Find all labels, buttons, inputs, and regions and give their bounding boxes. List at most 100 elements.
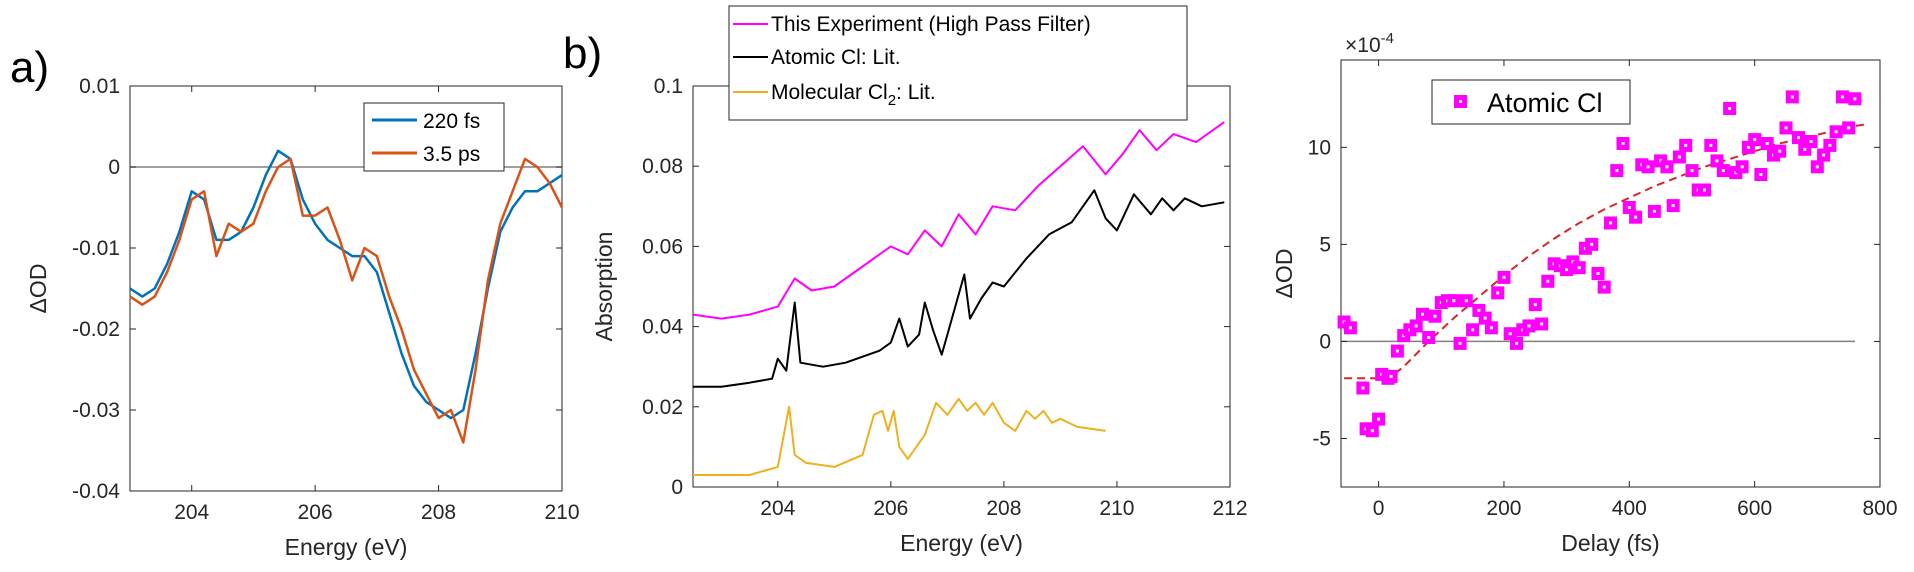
chart-c-exponent-base: ×10 [1345, 34, 1381, 57]
chart-a-series [129, 149, 564, 444]
chart-c-data-point-dot [1502, 275, 1506, 279]
chart-c-data-point-dot [1822, 153, 1826, 157]
chart-c-data-point-dot [1746, 145, 1750, 149]
chart-b-series-line-0 [692, 121, 1225, 320]
chart-c-data-point-dot [1421, 312, 1424, 316]
chart-c-data-point-dot [1684, 143, 1688, 147]
chart-a-legend-box [363, 102, 505, 172]
chart-b-legend-label-experiment: This Experiment (High Pass Filter) [771, 13, 1091, 36]
chart-b-x-tick-label: 208 [986, 497, 1021, 520]
chart-a-series-line-1 [129, 157, 564, 444]
chart-c-y-tick-label: 0 [1319, 330, 1331, 353]
chart-a-y-tick-label: -0.01 [72, 237, 120, 260]
chart-c-data-point-dot [1471, 328, 1475, 332]
chart-c-data-point-dot [1596, 272, 1600, 275]
chart-c-data-point-dot [1671, 204, 1675, 208]
chart-c-data-point-dot [1361, 386, 1365, 390]
chart-c-data-point-dot [1389, 374, 1393, 378]
chart-c-data-point-dot [1765, 142, 1769, 145]
chart-b-x-tick-label: 212 [1212, 497, 1247, 520]
chart-c-data-point-dot [1740, 165, 1744, 169]
chart-c-series [1337, 90, 1868, 438]
chart-a-y-tick-label: -0.04 [72, 480, 120, 503]
chart-c-y-tick-label: 10 [1308, 136, 1331, 159]
chart-c-data-point-dot [1427, 336, 1431, 339]
chart-c-data-point-dot [1715, 159, 1719, 163]
chart-b-y-axis-label: Absorption [591, 232, 617, 342]
chart-c-legend-marker-dot [1459, 100, 1462, 103]
chart-c-data-point-dot [1690, 169, 1694, 173]
chart-c-data-point-dot [1709, 143, 1713, 147]
chart-a-y-axis-label: ΔOD [25, 264, 51, 314]
chart-c-data-point-dot [1527, 324, 1531, 328]
chart-b-legend: This Experiment (High Pass Filter) Atomi… [728, 5, 1188, 121]
chart-b-legend-box [728, 5, 1188, 121]
chart-c-data-point-dot [1778, 149, 1782, 153]
chart-b-legend-label-molecular-main: Molecular Cl [771, 81, 888, 104]
chart-c: 0 200 400 600 800 10 5 0 -5 ×10-4 Delay (fs) ΔOD… [1271, 30, 1898, 556]
chart-a: 204 206 208 210 0.01 0 -0.01 -0.02 -0.03 -0.04 En… [25, 75, 580, 560]
chart-c-data-point-dot [1840, 95, 1844, 99]
chart-c-data-point-dot [1370, 429, 1374, 433]
chart-a-legend-label-220fs: 220 fs [423, 110, 480, 133]
chart-c-x-tick-label: 0 [1373, 497, 1385, 520]
chart-c-data-point-dot [1703, 188, 1706, 192]
chart-c-y-tick-label: -5 [1312, 427, 1331, 450]
chart-a-y-tick-label: -0.02 [72, 318, 120, 341]
chart-c-data-point-dot [1721, 169, 1725, 173]
chart-a-y-tick-label: -0.03 [72, 399, 120, 422]
chart-a-x-tick-label: 208 [421, 501, 456, 524]
chart-c-data-point-dot [1602, 285, 1606, 289]
chart-b-y-tick-label: 0.1 [654, 75, 683, 98]
chart-b-x-tick-label: 206 [873, 497, 908, 520]
chart-c-data-point-dot [1797, 136, 1800, 140]
chart-b-x-tick-label: 210 [1099, 497, 1134, 520]
chart-c-data-point-dot [1496, 291, 1500, 295]
chart-c-x-tick-label: 600 [1737, 497, 1772, 520]
chart-c-data-point-dot [1533, 303, 1537, 307]
chart-c-data-point-dot [1615, 169, 1619, 173]
chart-c-y-tick-label: 5 [1319, 233, 1331, 256]
chart-b-legend-label-atomic: Atomic Cl: Lit. [771, 46, 901, 69]
chart-c-data-point-dot [1646, 165, 1650, 169]
chart-c-exponent-label: ×10-4 [1345, 30, 1394, 57]
chart-b-y-tick-label: 0.02 [642, 396, 683, 419]
chart-c-data-point-dot [1627, 206, 1631, 209]
chart-b-series-line-1 [693, 189, 1225, 388]
chart-c-data-point-dot [1464, 299, 1468, 303]
chart-c-legend: Atomic Cl [1431, 79, 1631, 125]
chart-c-data-point-dot [1815, 165, 1819, 169]
chart-b-x-tick-label: 204 [760, 497, 795, 520]
chart-c-data-point-dot [1489, 326, 1493, 330]
chart-b-legend-label-molecular: Molecular Cl2: Lit. [771, 81, 936, 109]
chart-c-data-point-dot [1508, 332, 1512, 336]
chart-a-series-line-0 [129, 149, 563, 420]
chart-b-x-axis-label: Energy (eV) [900, 530, 1023, 556]
chart-c-data-point-dot [1609, 221, 1612, 225]
chart-c-data-point-dot [1477, 308, 1481, 312]
chart-b-legend-label-molecular-subscript: 2 [888, 92, 896, 109]
chart-c-x-tick-label: 200 [1486, 497, 1521, 520]
chart-c-data-point-dot [1803, 147, 1807, 151]
chart-c-data-point-dot [1759, 173, 1763, 176]
chart-c-data-point-dot [1809, 140, 1813, 143]
chart-b: 204 206 208 210 212 0.1 0.08 0.06 0.04 0.02 0 Ener… [591, 5, 1248, 556]
chart-a-x-tick-label: 210 [544, 501, 579, 524]
chart-c-data-point-dot [1377, 417, 1381, 421]
chart-c-data-point-dot [1452, 299, 1456, 303]
chart-a-x-tick-label: 206 [298, 501, 333, 524]
chart-c-data-point-dot [1458, 341, 1462, 345]
chart-c-data-point-dot [1515, 341, 1518, 345]
chart-c-x-tick-label: 400 [1612, 497, 1647, 520]
chart-b-series-line-2 [693, 397, 1106, 476]
chart-c-data-point-dot [1565, 268, 1569, 272]
chart-a-x-tick-label: 204 [174, 501, 209, 524]
chart-b-y-tick-label: 0.06 [642, 235, 683, 258]
chart-c-x-tick-label: 800 [1862, 497, 1897, 520]
chart-b-y-tick-label: 0.08 [642, 155, 683, 178]
chart-b-y-tick-label: 0 [671, 476, 683, 499]
chart-c-data-point-dot [1395, 349, 1399, 353]
chart-c-data-point-dot [1847, 126, 1851, 130]
chart-c-data-point-dot [1590, 242, 1594, 246]
